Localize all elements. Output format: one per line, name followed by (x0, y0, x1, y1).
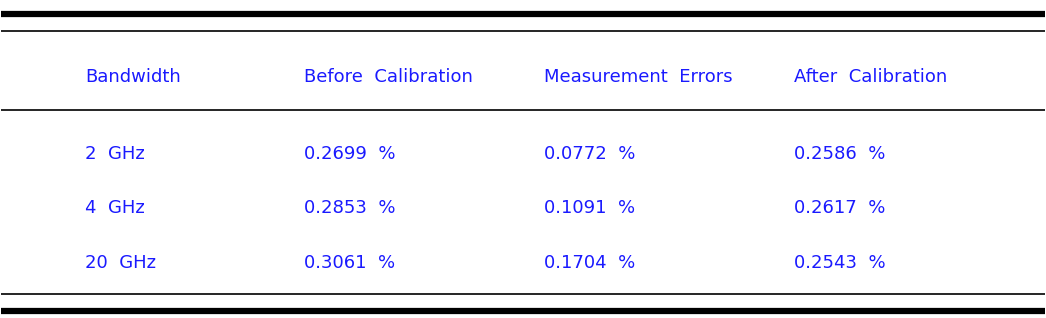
Text: 0.2699  %: 0.2699 % (304, 145, 395, 163)
Text: Bandwidth: Bandwidth (85, 68, 181, 86)
Text: 0.2586  %: 0.2586 % (794, 145, 886, 163)
Text: After  Calibration: After Calibration (794, 68, 948, 86)
Text: 0.2543  %: 0.2543 % (794, 254, 886, 272)
Text: 2  GHz: 2 GHz (85, 145, 144, 163)
Text: Measurement  Errors: Measurement Errors (544, 68, 732, 86)
Text: 4  GHz: 4 GHz (85, 199, 144, 217)
Text: 0.2617  %: 0.2617 % (794, 199, 886, 217)
Text: 20  GHz: 20 GHz (85, 254, 156, 272)
Text: Before  Calibration: Before Calibration (304, 68, 473, 86)
Text: 0.1091  %: 0.1091 % (544, 199, 635, 217)
Text: 0.1704  %: 0.1704 % (544, 254, 635, 272)
Text: 0.0772  %: 0.0772 % (544, 145, 635, 163)
Text: 0.2853  %: 0.2853 % (304, 199, 395, 217)
Text: 0.3061  %: 0.3061 % (304, 254, 395, 272)
